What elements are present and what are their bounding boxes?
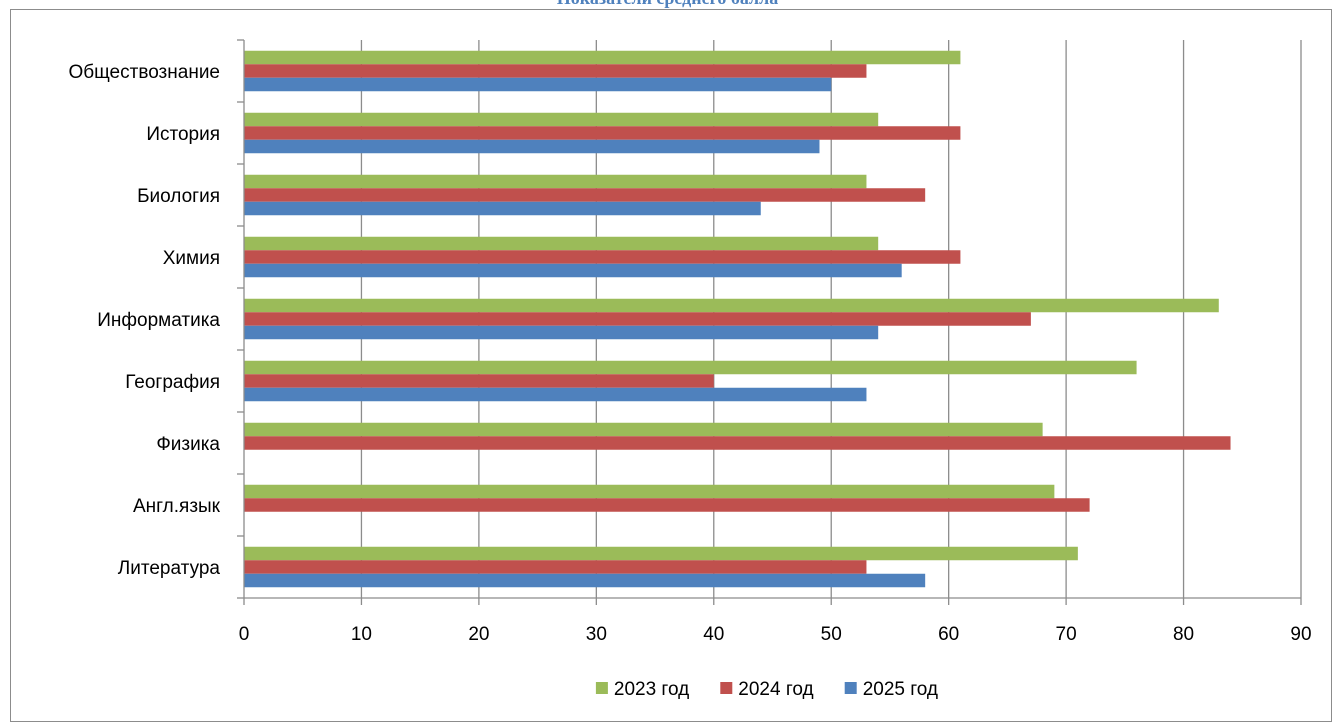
legend-label: 2024 год — [738, 679, 813, 700]
y-tick-label: География — [125, 372, 220, 393]
bar — [244, 423, 1043, 437]
x-tick-label: 0 — [239, 624, 250, 645]
x-tick-label: 20 — [468, 624, 489, 645]
bar — [244, 264, 902, 278]
y-tick-label: Информатика — [97, 310, 220, 331]
y-tick-label: Физика — [156, 434, 220, 455]
bar — [244, 361, 1137, 375]
bar — [244, 237, 878, 251]
bar — [244, 374, 714, 388]
bar — [244, 140, 819, 154]
bar — [244, 312, 1031, 326]
y-tick-label: Обществознание — [68, 62, 220, 83]
x-tick-label: 10 — [351, 624, 372, 645]
bar — [244, 188, 925, 202]
x-tick-label: 60 — [938, 624, 959, 645]
bar — [244, 51, 960, 65]
bar — [244, 560, 866, 574]
bar — [244, 498, 1090, 512]
bar — [244, 126, 960, 140]
y-tick-label: История — [146, 124, 220, 145]
legend-swatch — [596, 682, 608, 694]
legend-label: 2025 год — [863, 679, 938, 700]
x-tick-label: 80 — [1173, 624, 1194, 645]
bar — [244, 388, 866, 402]
y-tick-label: Англ.язык — [133, 496, 221, 517]
bar — [244, 202, 761, 216]
bar — [244, 547, 1078, 561]
x-tick-label: 30 — [586, 624, 607, 645]
legend-swatch — [845, 682, 857, 694]
x-tick-label: 50 — [821, 624, 842, 645]
legend-swatch — [720, 682, 732, 694]
bar — [244, 64, 866, 78]
bar — [244, 250, 960, 264]
x-tick-label: 40 — [703, 624, 724, 645]
bar — [244, 436, 1231, 450]
y-tick-label: Биология — [137, 186, 220, 207]
bar — [244, 113, 878, 127]
y-tick-label: Литература — [118, 558, 221, 579]
bar — [244, 485, 1054, 499]
x-tick-label: 90 — [1290, 624, 1311, 645]
bar — [244, 326, 878, 340]
legend-label: 2023 год — [614, 679, 689, 700]
x-tick-label: 70 — [1056, 624, 1077, 645]
bar — [244, 299, 1219, 313]
y-tick-label: Химия — [163, 248, 220, 269]
bar — [244, 574, 925, 588]
bar — [244, 175, 866, 189]
bar — [244, 78, 831, 92]
